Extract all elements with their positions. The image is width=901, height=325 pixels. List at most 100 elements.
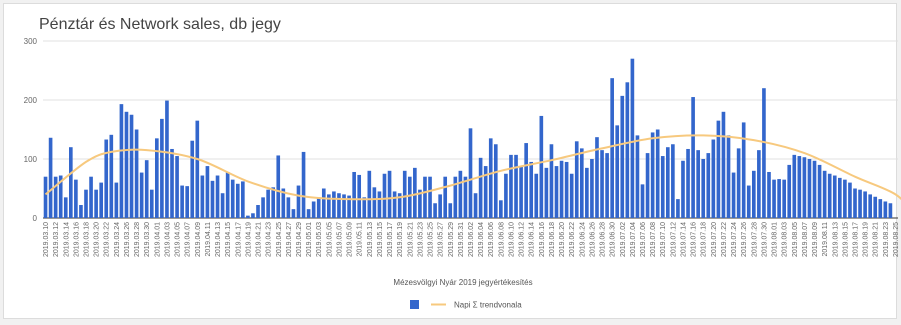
bar (691, 97, 695, 218)
x-tick-label: 2019.03.14 (63, 222, 70, 257)
bar (721, 111, 726, 218)
x-axis: 2019.03.10 2019.03.12 2019.03.14 2019.03.16… (43, 222, 900, 257)
bars (43, 58, 893, 219)
bar (160, 118, 164, 218)
x-tick-label: 2019.05.13 (367, 222, 374, 257)
x-tick-label: 2019.04.03 (164, 222, 171, 257)
bar (762, 88, 766, 218)
bar (499, 200, 503, 218)
bar (832, 175, 837, 218)
x-tick-label: 2019.03.24 (114, 222, 121, 257)
bar (671, 144, 675, 218)
x-tick-label: 2019.05.17 (387, 222, 394, 257)
x-tick-label: 2019.06.14 (529, 222, 536, 257)
bar (58, 175, 63, 218)
bar (139, 172, 144, 218)
x-tick-label: 2019.05.03 (316, 222, 323, 257)
bar (210, 180, 215, 218)
bar (190, 140, 195, 218)
x-tick-label: 2019.06.24 (579, 222, 586, 257)
bar (104, 139, 109, 218)
bar (296, 185, 301, 218)
bar (746, 185, 751, 218)
bar (220, 193, 225, 218)
x-tick-label: 2019.04.21 (256, 222, 263, 257)
x-tick-label: 2019.04.07 (185, 222, 192, 257)
bar (89, 176, 93, 218)
bar (853, 188, 857, 218)
x-tick-label: 2019.04.25 (276, 222, 283, 257)
bar (109, 134, 114, 218)
bar (316, 197, 321, 218)
x-tick-label: 2019.05.11 (357, 222, 364, 257)
bar (635, 135, 640, 218)
bar (660, 156, 665, 218)
bar (225, 171, 230, 218)
bar (838, 177, 842, 218)
bar (549, 144, 554, 218)
x-tick-label: 2019.03.20 (94, 222, 101, 257)
x-tick-label: 2019.04.01 (154, 222, 161, 257)
bar (286, 197, 291, 218)
x-tick-label: 2019.07.14 (681, 222, 688, 257)
bar (686, 148, 690, 218)
bar (281, 188, 286, 218)
bar (787, 164, 792, 218)
bar (271, 187, 276, 218)
y-axis: 0 100 200 300 (24, 37, 38, 223)
y-tick-label: 200 (24, 96, 38, 105)
x-tick-label: 2019.05.31 (458, 222, 465, 257)
bar (681, 160, 685, 218)
bar (311, 201, 316, 218)
bar (706, 153, 711, 218)
x-tick-label: 2019.05.27 (438, 222, 445, 257)
x-tick-label: 2019.08.21 (873, 222, 880, 257)
bar (777, 179, 781, 218)
x-tick-label: 2019.05.09 (347, 222, 354, 257)
bar (372, 187, 377, 218)
bar (155, 138, 159, 218)
x-axis-title: Mézesvölgyi Nyár 2019 jegyértékesítés (393, 278, 532, 287)
bar (119, 104, 124, 218)
x-tick-label: 2019.04.23 (266, 222, 273, 257)
x-tick-label: 2019.08.07 (802, 222, 809, 257)
legend-bar-swatch (410, 300, 419, 309)
x-tick-label: 2019.06.16 (539, 222, 546, 257)
bar (291, 209, 296, 218)
chart-title: Pénztár és Network sales, db jegy (39, 16, 281, 33)
bar (129, 114, 134, 218)
bar (261, 197, 265, 218)
bar (519, 166, 523, 218)
bar (863, 191, 867, 218)
legend: Napi Σ trendvonala (410, 300, 522, 310)
x-tick-label: 2019.03.12 (53, 222, 60, 257)
bar (144, 160, 149, 218)
bar (453, 176, 458, 218)
bar (63, 197, 68, 218)
bar (235, 183, 240, 218)
x-tick-label: 2019.05.07 (337, 222, 344, 257)
legend-trend-label: Napi Σ trendvonala (454, 301, 522, 310)
x-tick-label: 2019.03.18 (84, 222, 91, 257)
x-tick-label: 2019.04.11 (205, 222, 212, 257)
bar (321, 188, 326, 218)
bar (579, 148, 584, 218)
x-tick-label: 2019.04.17 (235, 222, 242, 257)
x-tick-label: 2019.07.22 (721, 222, 728, 257)
bar (848, 182, 852, 218)
x-tick-label: 2019.06.10 (509, 222, 516, 257)
bar (43, 176, 48, 218)
x-tick-label: 2019.04.09 (195, 222, 202, 257)
x-tick-label: 2019.06.06 (488, 222, 495, 257)
x-tick-label: 2019.06.30 (610, 222, 617, 257)
x-tick-label: 2019.07.24 (731, 222, 738, 257)
bar (468, 128, 473, 218)
bar (215, 175, 220, 218)
bar (387, 170, 392, 218)
bar (473, 193, 478, 218)
bar (256, 205, 260, 218)
bar (246, 215, 250, 218)
x-tick-label: 2019.08.23 (883, 222, 890, 257)
x-tick-label: 2019.04.29 (296, 222, 303, 257)
bar (99, 182, 103, 218)
